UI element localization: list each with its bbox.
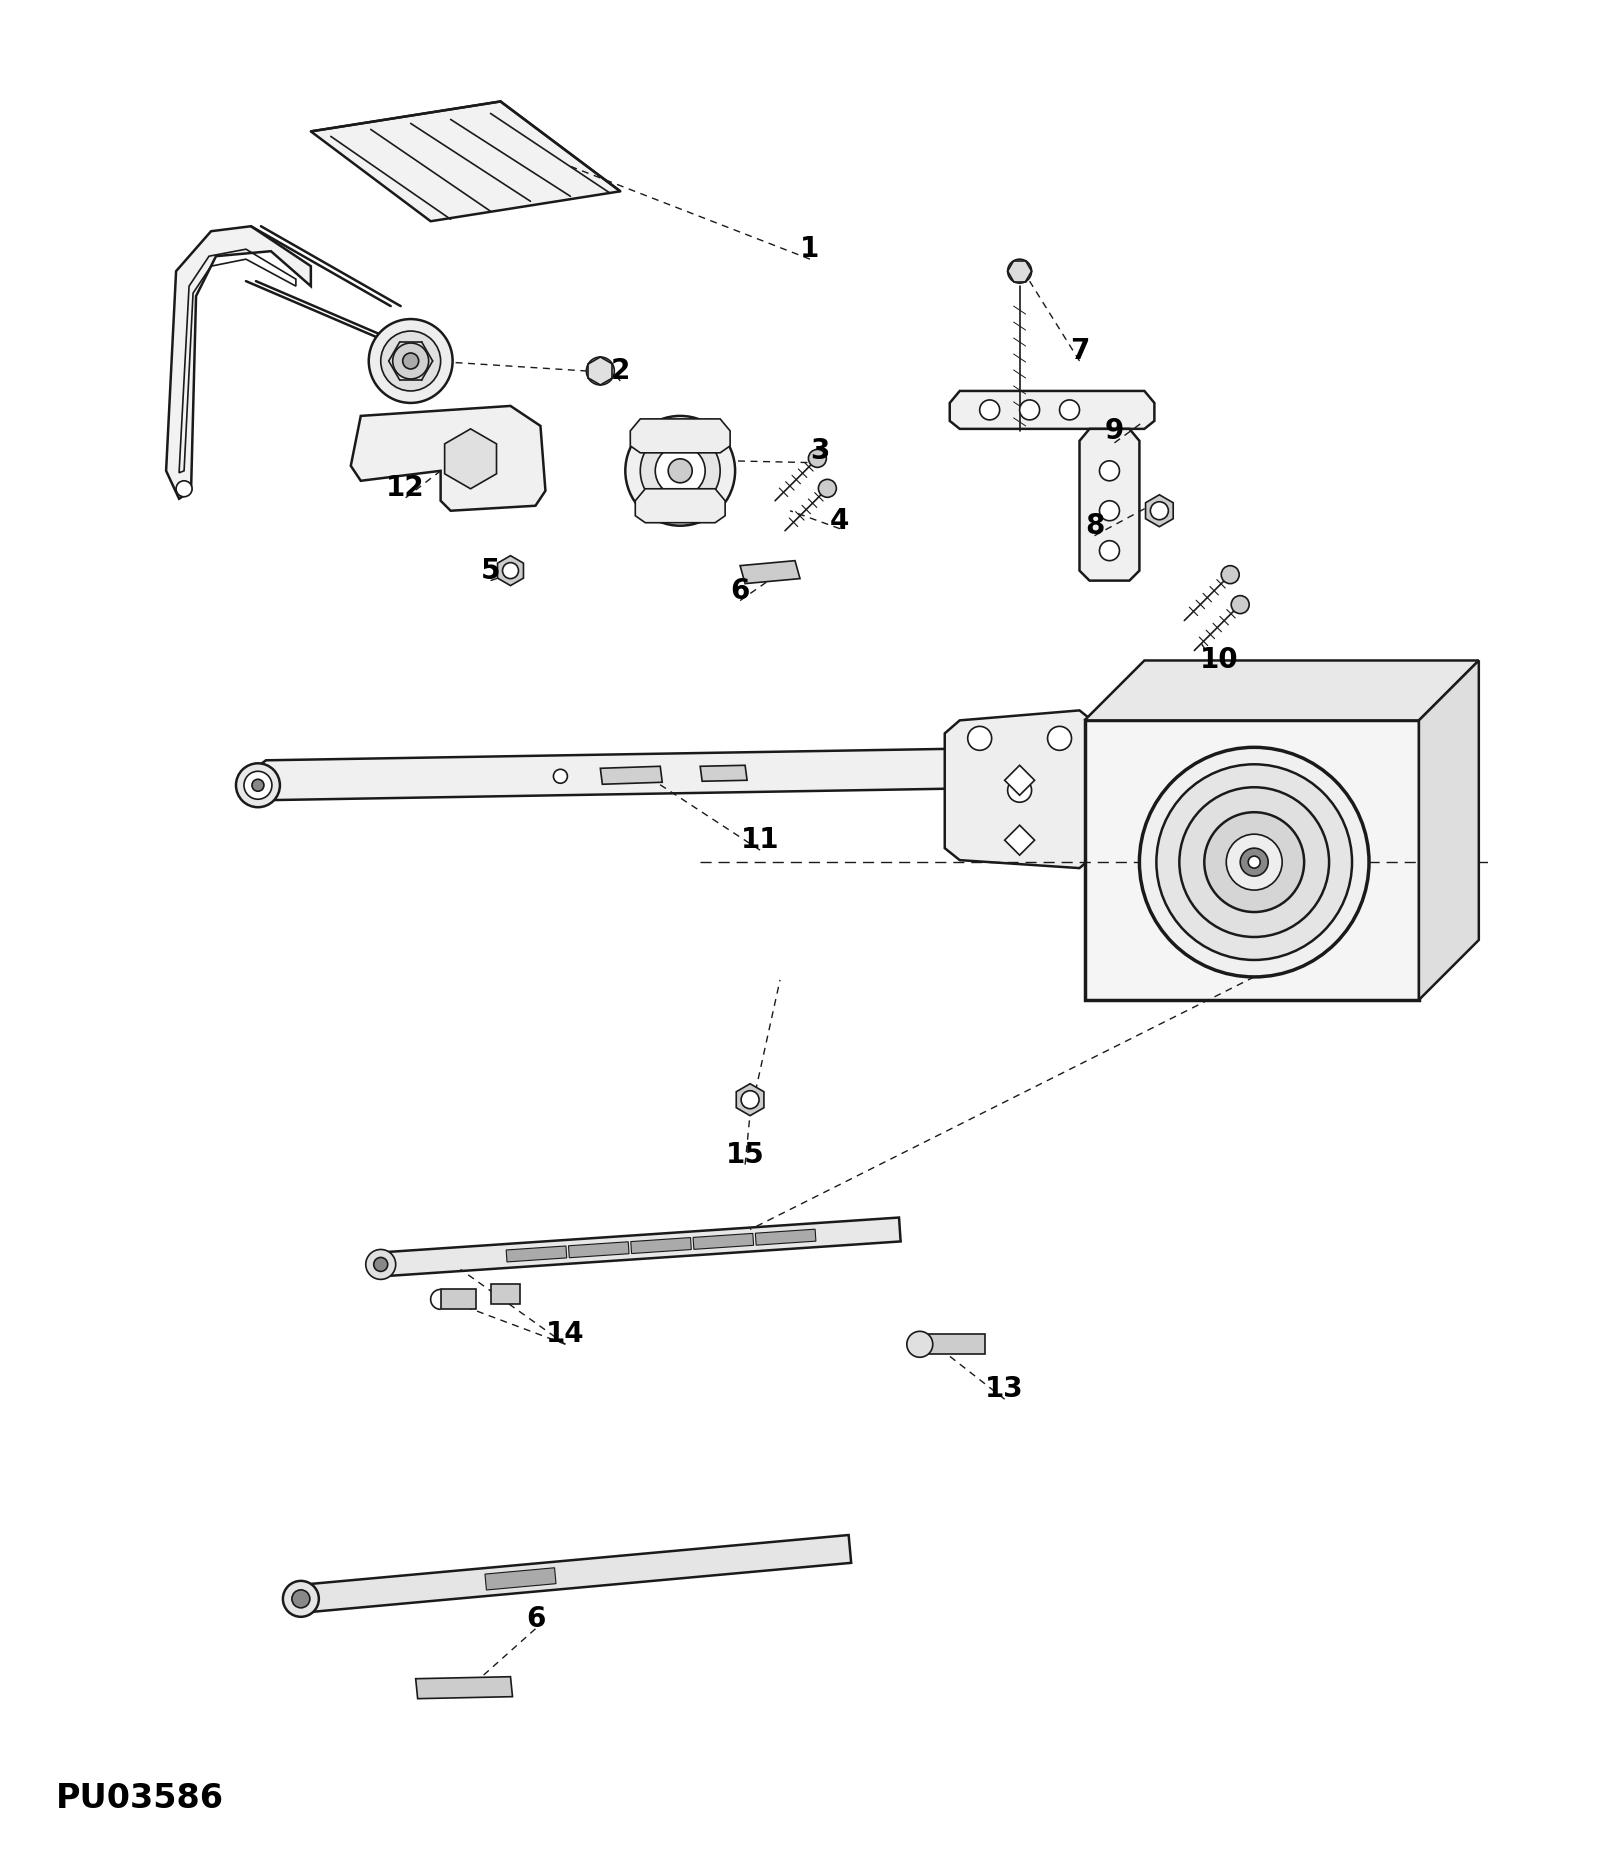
Polygon shape xyxy=(568,1242,629,1258)
Polygon shape xyxy=(445,429,496,489)
Circle shape xyxy=(741,1090,758,1109)
Text: 6: 6 xyxy=(731,577,750,605)
Text: 3: 3 xyxy=(810,437,830,465)
Polygon shape xyxy=(498,556,523,586)
Text: 6: 6 xyxy=(526,1606,546,1634)
Circle shape xyxy=(1221,566,1238,584)
Text: 12: 12 xyxy=(386,474,426,502)
Circle shape xyxy=(656,446,706,497)
Circle shape xyxy=(626,416,734,526)
Polygon shape xyxy=(379,1217,901,1277)
Circle shape xyxy=(554,769,568,784)
Polygon shape xyxy=(1146,495,1173,526)
Circle shape xyxy=(1099,500,1120,521)
Circle shape xyxy=(251,779,264,792)
Polygon shape xyxy=(506,1245,566,1262)
Polygon shape xyxy=(246,749,995,801)
Text: 2: 2 xyxy=(611,357,630,385)
Polygon shape xyxy=(1085,721,1419,1001)
Polygon shape xyxy=(950,390,1154,429)
Circle shape xyxy=(502,562,518,579)
Text: 1: 1 xyxy=(800,235,819,263)
Polygon shape xyxy=(166,226,310,498)
Text: 13: 13 xyxy=(986,1376,1024,1404)
Text: 7: 7 xyxy=(1070,338,1090,366)
Circle shape xyxy=(1240,848,1269,876)
Circle shape xyxy=(1139,747,1370,976)
Polygon shape xyxy=(635,489,725,523)
Polygon shape xyxy=(920,1335,984,1354)
Circle shape xyxy=(243,771,272,799)
Polygon shape xyxy=(310,101,621,220)
Polygon shape xyxy=(736,1083,763,1116)
Circle shape xyxy=(374,1258,387,1271)
Circle shape xyxy=(640,431,720,512)
Polygon shape xyxy=(755,1228,816,1245)
Polygon shape xyxy=(630,1238,691,1253)
Circle shape xyxy=(366,1249,395,1279)
Circle shape xyxy=(1248,857,1261,868)
Circle shape xyxy=(1019,400,1040,420)
Polygon shape xyxy=(701,765,747,780)
Polygon shape xyxy=(485,1568,557,1591)
Circle shape xyxy=(907,1331,933,1357)
Circle shape xyxy=(235,764,280,807)
Polygon shape xyxy=(1080,429,1139,581)
Circle shape xyxy=(176,482,192,497)
Text: 10: 10 xyxy=(1200,646,1238,674)
Circle shape xyxy=(1048,726,1072,751)
Polygon shape xyxy=(491,1284,520,1305)
Circle shape xyxy=(1232,596,1250,614)
Polygon shape xyxy=(741,560,800,584)
Text: 9: 9 xyxy=(1106,416,1125,444)
Circle shape xyxy=(1150,502,1168,519)
Polygon shape xyxy=(350,405,546,512)
Polygon shape xyxy=(630,418,730,454)
Polygon shape xyxy=(1005,765,1035,795)
Circle shape xyxy=(1226,835,1282,891)
Polygon shape xyxy=(299,1535,851,1613)
Circle shape xyxy=(291,1591,310,1607)
Text: 8: 8 xyxy=(1085,512,1104,540)
Circle shape xyxy=(968,726,992,751)
Circle shape xyxy=(1099,541,1120,560)
Polygon shape xyxy=(1005,825,1035,855)
Circle shape xyxy=(403,353,419,370)
Text: 11: 11 xyxy=(741,827,779,855)
Text: 4: 4 xyxy=(830,506,850,534)
Polygon shape xyxy=(693,1234,754,1249)
Circle shape xyxy=(586,357,614,385)
Circle shape xyxy=(368,319,453,403)
Circle shape xyxy=(1008,260,1032,284)
Text: 15: 15 xyxy=(726,1141,765,1169)
Circle shape xyxy=(979,400,1000,420)
Circle shape xyxy=(392,344,429,379)
Polygon shape xyxy=(1085,661,1478,721)
Circle shape xyxy=(818,480,837,497)
Text: 14: 14 xyxy=(546,1320,584,1348)
Circle shape xyxy=(808,450,826,467)
Circle shape xyxy=(1179,788,1330,937)
Polygon shape xyxy=(944,709,1094,868)
Text: PU03586: PU03586 xyxy=(56,1781,224,1815)
Polygon shape xyxy=(416,1677,512,1699)
Polygon shape xyxy=(1419,661,1478,1001)
Circle shape xyxy=(1099,461,1120,482)
Circle shape xyxy=(1059,400,1080,420)
Circle shape xyxy=(1008,779,1032,803)
Text: 5: 5 xyxy=(480,556,501,584)
Circle shape xyxy=(1205,812,1304,913)
Circle shape xyxy=(283,1581,318,1617)
Circle shape xyxy=(669,459,693,484)
Polygon shape xyxy=(600,765,662,784)
Circle shape xyxy=(1157,764,1352,960)
Circle shape xyxy=(381,330,440,390)
Polygon shape xyxy=(440,1290,475,1309)
